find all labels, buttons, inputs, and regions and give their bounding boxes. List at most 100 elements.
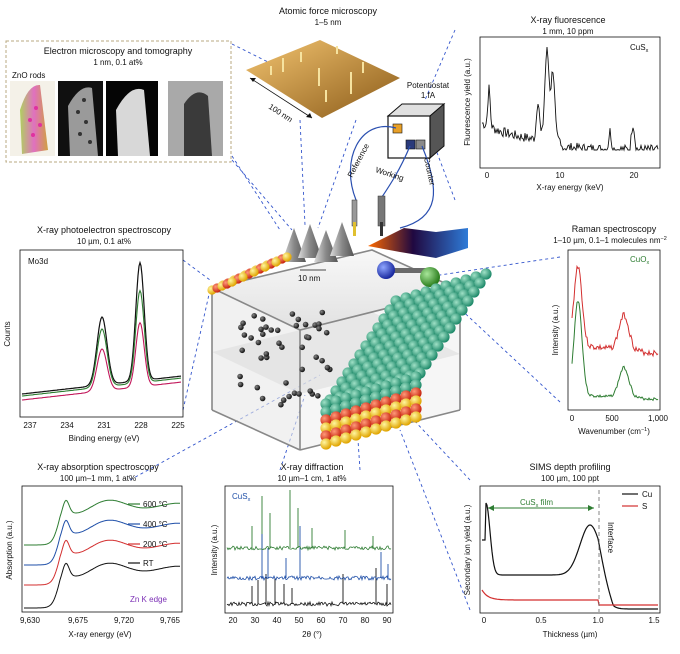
- atom: [248, 335, 254, 341]
- atom: [319, 309, 326, 316]
- em-rods-label: ZnO rods: [12, 71, 45, 80]
- atom: [274, 327, 281, 334]
- atom: [380, 388, 392, 400]
- raman-axes: [567, 249, 661, 411]
- xps-spec: 10 µm, 0.1 at%: [77, 237, 131, 246]
- atom: [320, 422, 332, 434]
- xps-xtick-2: 231: [97, 421, 111, 430]
- xps-ylabel: Counts: [3, 321, 12, 346]
- atom: [438, 331, 450, 343]
- atom: [330, 435, 342, 447]
- atom: [380, 404, 392, 416]
- xas-legend-400: 400 °C: [143, 520, 168, 529]
- atom: [432, 340, 444, 352]
- atom: [239, 347, 245, 354]
- sims-spec: 100 µm, 100 ppt: [541, 474, 600, 483]
- surface-lattice-small: [207, 252, 292, 295]
- atom: [340, 424, 352, 436]
- potentiostat: Potentiostat 1 fA: [386, 81, 450, 160]
- atom: [380, 412, 392, 424]
- raman-xtick-1: 500: [605, 414, 619, 423]
- xas-legend-600: 600 °C: [143, 500, 168, 509]
- atom: [456, 304, 468, 316]
- atom: [259, 395, 266, 402]
- raman-sample-label: CuOx: [630, 255, 649, 266]
- atom: [474, 277, 486, 289]
- xas-legend-rt: RT: [143, 559, 154, 568]
- atom: [324, 364, 331, 371]
- sims-xtick-0: 0: [482, 616, 487, 625]
- atom: [260, 331, 266, 338]
- xrd-line-black: [226, 600, 392, 607]
- raman-xtick-2: 1,000: [648, 414, 669, 423]
- atom: [316, 321, 322, 327]
- atom: [360, 394, 372, 406]
- xps-xtick-3: 228: [134, 421, 148, 430]
- sims-legend-cu: Cu: [642, 490, 652, 499]
- atom: [380, 396, 392, 408]
- atom: [350, 389, 362, 401]
- xrf-ylabel: Fluorescence yield (a.u.): [463, 58, 472, 146]
- atom: [279, 344, 285, 351]
- atom: [390, 417, 402, 429]
- atom: [410, 403, 422, 415]
- xrd-xtick-6: 80: [361, 616, 370, 625]
- atom: [350, 421, 362, 433]
- xrf-xtick-2: 20: [630, 171, 639, 180]
- atom: [330, 427, 342, 439]
- atom: [400, 414, 412, 426]
- xas-xtick-3: 9,765: [160, 616, 181, 625]
- potentiostat-label: Potentiostat: [407, 81, 450, 90]
- sims-xtick-3: 1.5: [648, 616, 660, 625]
- atom: [255, 339, 262, 346]
- atom: [410, 387, 422, 399]
- zno-rod-shape: [20, 84, 48, 154]
- atom: [330, 419, 342, 431]
- xps-xlabel: Binding energy (eV): [69, 434, 140, 443]
- xrd-axes: [224, 485, 394, 614]
- raman-line-red: [571, 264, 659, 358]
- xrd-xtick-2: 40: [273, 616, 282, 625]
- atom: [293, 322, 300, 329]
- sims-interface-label: Interface: [606, 522, 615, 554]
- atom: [390, 385, 402, 397]
- molecule: [377, 261, 440, 287]
- atom: [320, 414, 332, 426]
- afm-surface: [246, 40, 400, 118]
- atom: [286, 393, 292, 400]
- xrd-line-blue: [226, 574, 392, 582]
- xrf-axes: [479, 36, 661, 169]
- atom: [360, 410, 372, 422]
- atom: [295, 316, 302, 323]
- atom: [237, 373, 243, 380]
- sims-legend-s: S: [642, 502, 647, 511]
- xas-ylabel: Absorption (a.u.): [5, 520, 14, 579]
- xrd-spec: 10 µm–1 cm, 1 at%: [277, 474, 346, 483]
- atom: [340, 432, 352, 444]
- xrf-spectrum-line: [481, 46, 659, 152]
- xas-legend-200: 200 °C: [143, 540, 168, 549]
- xrd-xlabel: 2θ (°): [302, 630, 322, 639]
- raman-xtick-0: 0: [570, 414, 575, 423]
- raman-spec: 1–10 µm, 0.1–1 molecules nm−2: [553, 236, 667, 245]
- atom: [370, 423, 382, 435]
- xrf-xtick-0: 0: [485, 171, 490, 180]
- atom: [278, 401, 284, 408]
- raman-xticks: 0 500 1,000: [570, 414, 669, 423]
- potentiostat-spec: 1 fA: [421, 91, 436, 100]
- xas-line-rt: [24, 562, 180, 609]
- xrd-xtick-1: 30: [251, 616, 260, 625]
- xps-xtick-0: 237: [23, 421, 37, 430]
- sims-xtick-2: 1.0: [592, 616, 604, 625]
- xrf-spec: 1 mm, 10 ppm: [542, 27, 593, 36]
- atom: [420, 358, 432, 370]
- em-panel: Electron microscopy and tomography 1 nm,…: [5, 40, 232, 163]
- xps-line-black: [21, 260, 182, 395]
- electrodes: [351, 195, 468, 258]
- sims-line-cu: [482, 502, 658, 610]
- atom: [249, 267, 259, 277]
- atom: [340, 400, 352, 412]
- atom: [370, 383, 382, 395]
- atom: [410, 395, 422, 407]
